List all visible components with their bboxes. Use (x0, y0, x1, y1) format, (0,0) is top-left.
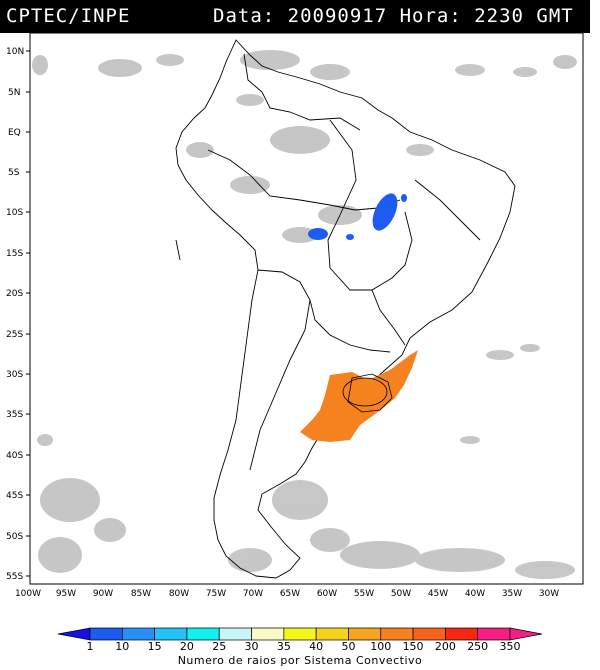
scale-color-box (251, 627, 285, 641)
lon-label: 70W (243, 589, 263, 599)
scale-color-box (89, 627, 123, 641)
scale-value-label: 25 (212, 640, 227, 653)
organization-title: CPTEC/INPE (6, 5, 131, 27)
lon-label: 90W (93, 589, 113, 599)
scale-color-box (121, 627, 155, 641)
lat-label: 20S (6, 289, 23, 299)
south-america-coastline (175, 39, 516, 579)
lat-label: 40S (6, 451, 23, 461)
latitude-axis: 10N 5N EQ 5S 10S 15S 20S 25S 30S 35S 40S… (6, 47, 24, 582)
lon-label: 75W (206, 589, 226, 599)
lat-label: 10S (6, 208, 23, 218)
scale-value-label: 200 (434, 640, 456, 653)
lon-label: 60W (317, 589, 337, 599)
lon-label: 80W (169, 589, 189, 599)
scale-color-box (315, 627, 349, 641)
scale-value-label: 350 (499, 640, 521, 653)
scale-color-box (445, 627, 479, 641)
lat-label: 45S (6, 491, 23, 501)
lat-label: 5S (8, 168, 20, 178)
scale-value-label: 10 (115, 640, 130, 653)
lightning-cluster-south (300, 350, 418, 442)
scale-color-box (218, 627, 252, 641)
scale-color-box (348, 627, 382, 641)
scale-value-label: 150 (402, 640, 424, 653)
scale-value-label: 100 (370, 640, 392, 653)
lon-label: 30W (539, 589, 559, 599)
lat-label: 50S (6, 532, 23, 542)
lon-label: 65W (280, 589, 300, 599)
lat-label: 30S (6, 370, 23, 380)
coastlines-and-borders (175, 39, 516, 579)
scale-value-label: 30 (244, 640, 259, 653)
latitude-ticks (26, 50, 30, 577)
lat-label: 5N (8, 88, 20, 98)
lon-label: 40W (465, 589, 485, 599)
legend-value-labels: 1 10 15 20 25 30 35 40 50 100 150 200 250 350 (0, 640, 600, 654)
uruguay-border (347, 373, 393, 413)
longitude-axis: 100W 95W 90W 85W 80W 75W 70W 65W 60W 55W… (15, 589, 559, 599)
lon-label: 55W (354, 589, 374, 599)
scale-value-label: 40 (309, 640, 324, 653)
lon-label: 50W (391, 589, 411, 599)
scale-value-label: 35 (276, 640, 291, 653)
scale-arrow-left (57, 627, 91, 641)
scale-value-label: 50 (341, 640, 356, 653)
lat-label: EQ (8, 128, 21, 138)
lon-label: 35W (502, 589, 522, 599)
scale-color-box (154, 627, 188, 641)
scale-value-label: 20 (179, 640, 194, 653)
scale-value-label: 250 (467, 640, 489, 653)
scale-arrow-right (509, 627, 543, 641)
lon-label: 85W (131, 589, 151, 599)
scale-color-box (380, 627, 414, 641)
lon-label: 100W (15, 589, 41, 599)
scale-color-box (283, 627, 317, 641)
scale-value-label: 15 (147, 640, 162, 653)
header-bar: CPTEC/INPE Data: 20090917 Hora: 2230 GMT (0, 0, 590, 33)
lon-label: 45W (428, 589, 448, 599)
scale-color-box (412, 627, 446, 641)
scale-color-box (477, 627, 511, 641)
color-scale-bar (57, 627, 543, 641)
lat-label: 35S (6, 410, 23, 420)
lightning-cluster-north (372, 193, 407, 231)
lon-label: 95W (56, 589, 76, 599)
lightning-cluster-bolivia (308, 228, 354, 240)
lat-label: 25S (6, 330, 23, 340)
scale-value-label: 1 (86, 640, 94, 653)
scale-color-box (186, 627, 220, 641)
legend-title: Numero de raios por Sistema Convectivo (177, 654, 423, 667)
lat-label: 10N (6, 47, 24, 57)
date-time-stamp: Data: 20090917 Hora: 2230 GMT (213, 5, 574, 27)
lat-label: 15S (6, 249, 23, 259)
lat-label: 55S (6, 572, 23, 582)
